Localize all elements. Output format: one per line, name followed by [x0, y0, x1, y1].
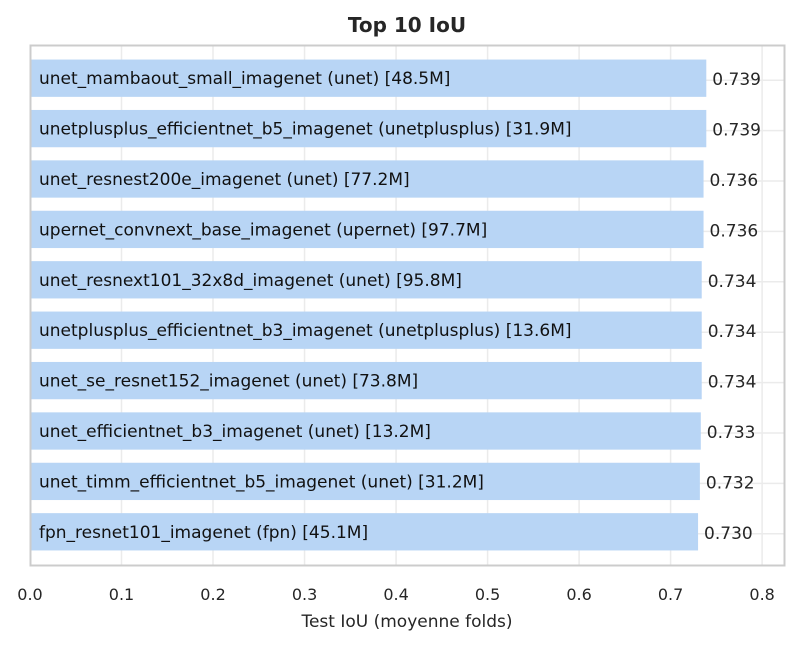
bar-value-label: 0.739 — [712, 121, 761, 141]
x-tick-label: 0.0 — [17, 585, 42, 604]
bar-category-label: unetplusplus_efficientnet_b3_imagenet (u… — [39, 321, 572, 341]
bar-category-label: unet_efficientnet_b3_imagenet (unet) [13… — [39, 422, 431, 442]
bar-value-label: 0.733 — [707, 423, 756, 443]
bar — [30, 311, 702, 349]
plot-frame — [29, 44, 786, 567]
x-tick-label: 0.3 — [292, 585, 317, 604]
x-tick-label: 0.2 — [200, 585, 225, 604]
bar-category-label: unetplusplus_efficientnet_b5_imagenet (u… — [39, 120, 572, 140]
bar-value-label: 0.736 — [710, 171, 759, 191]
bar — [30, 462, 700, 501]
bar-category-label: unet_timm_efficientnet_b5_imagenet (unet… — [39, 472, 484, 492]
bar-value-label: 0.732 — [706, 473, 755, 493]
bar-value-label: 0.734 — [708, 373, 757, 393]
bar-category-label: unet_resnest200e_imagenet (unet) [77.2M] — [39, 170, 410, 190]
bar — [30, 210, 704, 249]
bar — [30, 261, 702, 299]
bar — [30, 109, 707, 148]
bar-value-label: 0.734 — [708, 322, 757, 342]
x-axis-label: Test IoU (moyenne folds) — [300, 612, 512, 632]
bar-category-label: unet_se_resnet152_imagenet (unet) [73.8M… — [39, 372, 418, 392]
bar — [30, 160, 704, 198]
bar-category-label: unet_mambaout_small_imagenet (unet) [48.… — [39, 69, 450, 89]
x-axis-ticks: 0.0 0.1 0.2 0.3 0.4 0.5 0.6 0.7 0.8 — [17, 585, 775, 604]
bar-value-label: 0.734 — [708, 272, 757, 292]
bars: unet_mambaout_small_imagenet (unet) [48.… — [30, 59, 761, 551]
bar-category-label: upernet_convnext_base_imagenet (upernet)… — [39, 220, 487, 240]
x-tick-label: 0.6 — [566, 585, 591, 604]
chart-title: Top 10 IoU — [348, 13, 466, 37]
bar-value-label: 0.730 — [704, 524, 753, 544]
x-tick-label: 0.4 — [383, 585, 408, 604]
x-tick-label: 0.1 — [109, 585, 134, 604]
x-tick-label: 0.8 — [749, 585, 774, 604]
bar — [30, 513, 699, 551]
bar — [30, 361, 702, 400]
bar — [30, 412, 701, 450]
bar-value-label: 0.736 — [710, 221, 759, 241]
bar-category-label: unet_resnext101_32x8d_imagenet (unet) [9… — [39, 271, 462, 291]
bar — [30, 59, 707, 97]
bar-value-label: 0.739 — [712, 70, 761, 90]
x-tick-label: 0.5 — [475, 585, 500, 604]
x-tick-label: 0.7 — [658, 585, 683, 604]
bar-category-label: fpn_resnet101_imagenet (fpn) [45.1M] — [39, 523, 368, 543]
